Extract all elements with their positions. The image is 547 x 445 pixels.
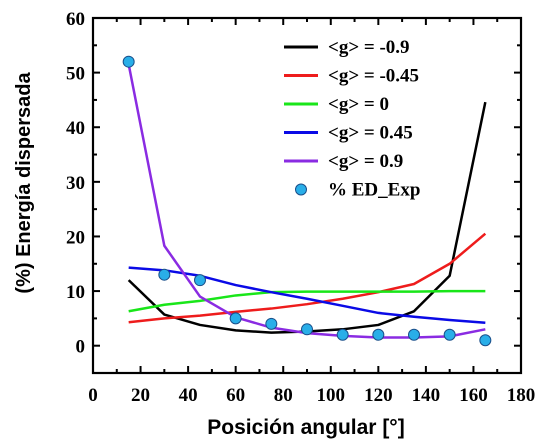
legend-swatch	[295, 183, 307, 196]
x-tick-label: 40	[179, 385, 198, 406]
series-line-2	[128, 232, 487, 324]
y-tick-label: 60	[66, 9, 85, 30]
x-axis-title: Posición angular [°]	[207, 416, 404, 439]
axes-layer: 0 20 40 60 80 100 120 140 160 180 0 10 20 30 40 50 60	[66, 9, 535, 406]
data-point	[479, 334, 492, 347]
y-axis-title: (%) Energía dispersada	[13, 72, 35, 294]
data-point	[301, 323, 313, 336]
data-point	[122, 55, 135, 68]
y-tick-label: 20	[66, 227, 85, 248]
x-tick-label: 140	[412, 385, 441, 406]
y-tick-label: 50	[66, 64, 85, 85]
data-point	[372, 328, 385, 341]
data-point	[229, 312, 242, 325]
legend-label: <g> = 0.9	[328, 151, 403, 172]
x-tick-label: 20	[131, 385, 150, 406]
y-tick-label: 10	[66, 282, 85, 303]
series-layer	[122, 55, 492, 347]
x-tick-label: 0	[88, 385, 98, 406]
legend-label: <g> = -0.45	[328, 66, 419, 87]
x-tick-label: 60	[226, 385, 245, 406]
data-point	[336, 328, 349, 341]
legend-label: <g> = 0	[328, 94, 389, 115]
x-tick-label: 120	[364, 385, 393, 406]
legend-label: <g> = 0.45	[328, 123, 413, 144]
data-point	[443, 328, 456, 341]
data-point	[158, 268, 171, 281]
series-line-3	[128, 289, 486, 313]
series-line-4	[128, 266, 486, 325]
y-tick-label: 40	[66, 118, 85, 139]
x-tick-label: 160	[459, 385, 488, 406]
legend-label: <g> = -0.9	[328, 37, 410, 58]
legend: <g> = -0.9 <g> = -0.45 <g> = 0 <g> = 0.45 <g…	[284, 37, 420, 201]
data-point	[194, 274, 206, 287]
y-tick-label: 0	[76, 337, 86, 358]
legend-label: % ED_Exp	[328, 180, 420, 201]
data-point	[265, 317, 278, 330]
x-tick-label: 180	[507, 385, 536, 406]
data-point	[408, 328, 420, 341]
x-tick-label: 80	[274, 385, 293, 406]
x-tick-label: 100	[317, 385, 346, 406]
y-tick-label: 30	[66, 173, 85, 194]
